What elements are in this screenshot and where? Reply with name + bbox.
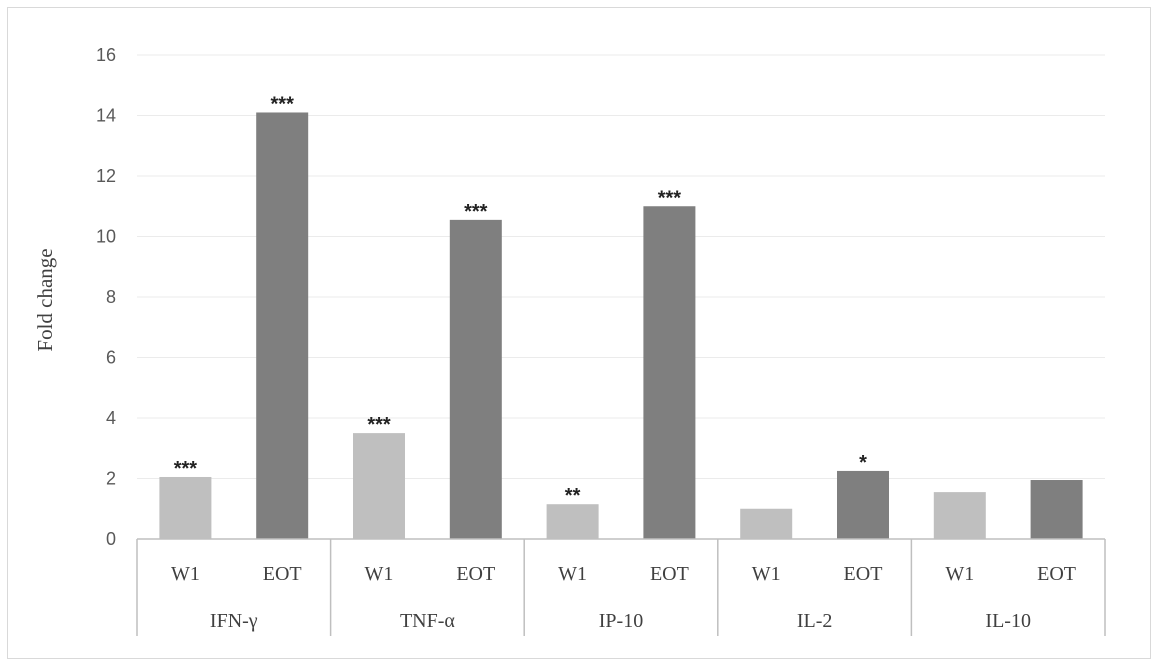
y-tick-label: 8	[106, 287, 116, 307]
group-label: IL-2	[797, 610, 833, 632]
y-tick-label: 4	[106, 408, 116, 428]
x-tick-label: W1	[171, 563, 200, 585]
y-axis-label: Fold change	[33, 248, 57, 351]
y-tick-label: 14	[96, 106, 116, 126]
significance-label: **	[565, 485, 581, 507]
significance-label: ***	[174, 458, 198, 480]
x-tick-label: EOT	[456, 563, 495, 585]
x-tick-label: EOT	[844, 563, 883, 585]
y-tick-label: 0	[106, 529, 116, 549]
significance-label: ***	[271, 93, 295, 115]
bar-il10-eot	[1030, 480, 1083, 539]
y-axis-ticks: 0 2 4 6 8 10 12 14 16	[96, 45, 116, 549]
significance-label: ***	[367, 414, 391, 436]
x-tick-label: EOT	[263, 563, 302, 585]
x-tick-label: W1	[752, 563, 781, 585]
bar-ip10-w1	[546, 504, 599, 539]
x-tick-label: W1	[558, 563, 587, 585]
significance-annotations: ******************	[174, 93, 867, 507]
y-tick-label: 6	[106, 348, 116, 368]
significance-label: ***	[464, 201, 488, 223]
bars	[159, 112, 1083, 540]
y-tick-label: 16	[96, 45, 116, 65]
significance-label: *	[859, 452, 867, 474]
bar-il10-w1	[933, 492, 986, 539]
x-tick-label: W1	[365, 563, 394, 585]
bar-tnf-eot	[449, 219, 502, 540]
bar-ifn-eot	[256, 112, 309, 539]
bar-il2-w1	[740, 508, 793, 539]
y-tick-label: 12	[96, 166, 116, 186]
significance-label: ***	[658, 187, 682, 209]
y-tick-label: 10	[96, 227, 116, 247]
group-label: IL-10	[985, 610, 1031, 632]
x-tick-label: W1	[945, 563, 974, 585]
bar-tnf-w1	[353, 433, 405, 539]
y-tick-label: 2	[106, 469, 116, 489]
x-tick-label: EOT	[650, 563, 689, 585]
group-label: IP-10	[599, 610, 643, 632]
bar-il2-eot	[837, 470, 889, 539]
bar-ifn-w1	[159, 476, 212, 539]
bar-ip10-eot	[643, 206, 696, 539]
group-label: TNF-α	[400, 610, 455, 632]
group-label: IFN-γ	[210, 610, 258, 632]
x-tick-label: EOT	[1037, 563, 1076, 585]
x-axis: W1 EOT IFN-γ W1 EOT TNF-α W1 EOT IP-10 W1 EOT IL-2 W…	[136, 538, 1106, 636]
